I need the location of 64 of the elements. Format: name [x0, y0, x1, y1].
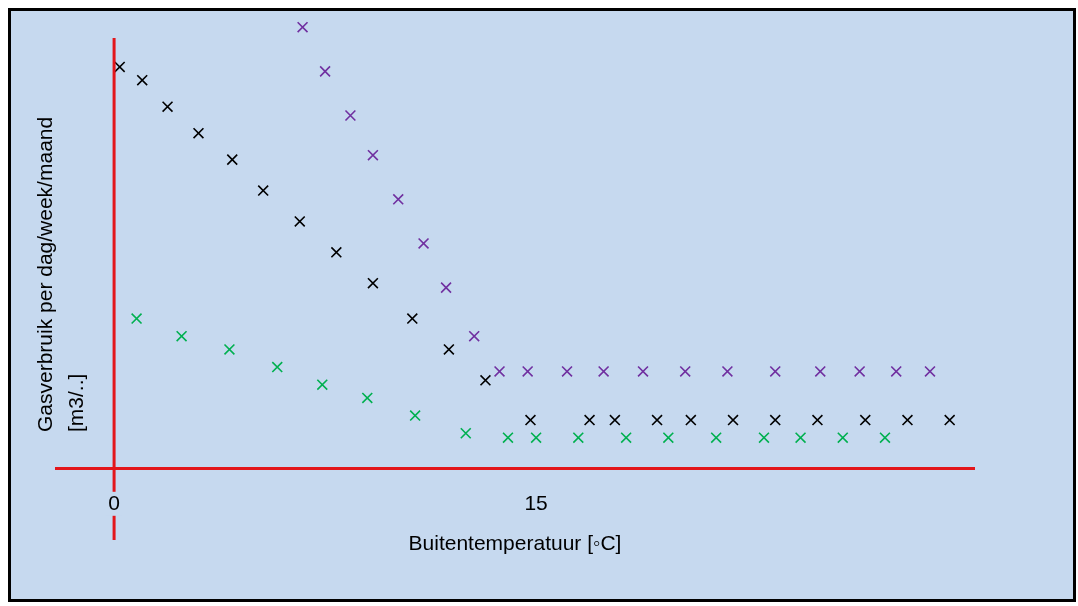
point [175, 330, 188, 342]
y-axis-title: Gasverbruik per dag/week/maand [m3/..] [32, 116, 87, 432]
point [814, 365, 827, 378]
point [901, 414, 914, 426]
point [367, 277, 379, 289]
point [294, 215, 306, 228]
point [811, 414, 824, 426]
point [597, 365, 610, 378]
point [837, 431, 849, 444]
point [721, 365, 734, 378]
point [609, 414, 621, 426]
point [853, 365, 866, 378]
point [502, 431, 514, 444]
point [361, 392, 374, 404]
point [440, 281, 452, 294]
point [727, 414, 739, 426]
point [443, 343, 455, 356]
x-tick-label: 0 [108, 490, 120, 514]
point [859, 414, 872, 426]
point [479, 374, 492, 387]
point [710, 431, 722, 444]
point [130, 312, 143, 325]
point [758, 431, 770, 444]
point [769, 365, 781, 378]
point [637, 365, 649, 378]
point [794, 431, 807, 444]
point [223, 343, 236, 356]
point [226, 153, 238, 166]
point [651, 414, 663, 426]
point [330, 246, 343, 259]
x-tick-label: 15 [524, 490, 548, 514]
point [524, 414, 537, 426]
point [890, 365, 902, 378]
point [943, 414, 956, 426]
point [192, 127, 205, 139]
point [521, 365, 534, 378]
point [561, 365, 573, 378]
point [679, 365, 691, 378]
x-axis-title: Buitentemperatuur [◦C] [408, 531, 622, 555]
point [296, 21, 309, 33]
point [316, 378, 329, 391]
point [685, 414, 697, 426]
point [769, 414, 781, 426]
point [620, 431, 632, 444]
point [271, 361, 284, 373]
point [409, 409, 421, 422]
point [319, 65, 331, 78]
point [662, 431, 675, 444]
point [257, 184, 269, 197]
point [417, 237, 430, 250]
point [344, 109, 357, 122]
point [367, 149, 379, 161]
point [924, 365, 936, 378]
point [493, 365, 506, 378]
point [572, 431, 585, 444]
point [161, 100, 174, 113]
point [392, 193, 404, 206]
point [460, 427, 472, 439]
point [136, 74, 148, 86]
point [879, 431, 891, 444]
point [468, 330, 480, 342]
point [406, 312, 419, 325]
point [530, 431, 542, 444]
point [583, 414, 596, 426]
